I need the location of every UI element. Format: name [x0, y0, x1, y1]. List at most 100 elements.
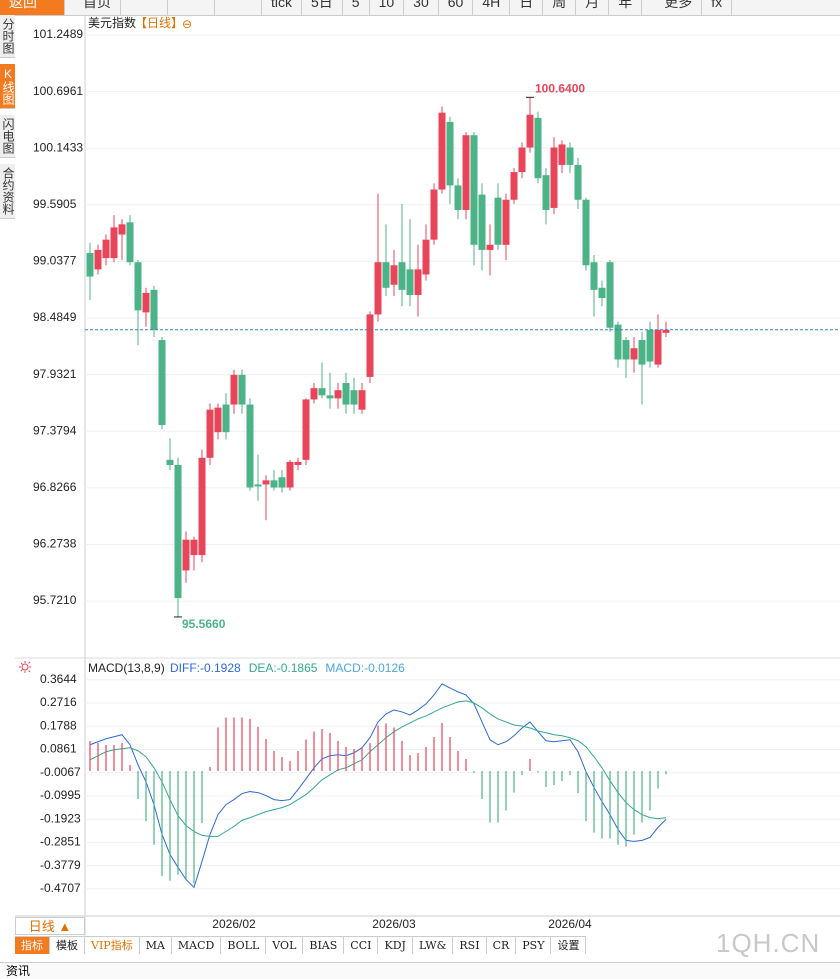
toggle-icon[interactable]: ⊖: [182, 17, 192, 31]
candle-body: [646, 329, 654, 362]
indicator-tab[interactable]: VOL: [266, 937, 304, 954]
y-tick-label: 100.1433: [33, 140, 83, 154]
candle-body: [374, 262, 382, 315]
candle-body: [150, 289, 158, 330]
candle-body: [222, 404, 230, 433]
indicator-tab[interactable]: BOLL: [221, 937, 267, 954]
side-tab[interactable]: K线图: [0, 64, 15, 109]
candle-body: [270, 480, 278, 488]
candle-body: [262, 480, 270, 485]
icon-button[interactable]: [121, 0, 168, 15]
candle-body: [366, 314, 374, 377]
candle-body: [478, 194, 486, 250]
candle-body: [254, 484, 262, 487]
indicator-tab[interactable]: CCI: [344, 937, 379, 954]
side-tab[interactable]: 分时图: [0, 15, 15, 58]
period-button[interactable]: 4H: [473, 0, 511, 15]
candle-body: [462, 135, 470, 210]
period-button[interactable]: 周: [543, 0, 577, 15]
candle-body: [662, 329, 670, 333]
candle-body: [246, 404, 254, 488]
indicator-tab[interactable]: LW&: [413, 937, 454, 954]
toolbar: 返回 首页 tick 5日 5 10 30 60 4H 日周月年更多 fx: [0, 0, 840, 16]
period-button[interactable]: 30: [404, 0, 439, 15]
candle-body: [318, 388, 326, 396]
period-button[interactable]: 年: [609, 0, 643, 15]
indicator-tab[interactable]: 模板: [50, 937, 85, 954]
macd-line: [89, 683, 667, 889]
indicator-tab[interactable]: 指标: [15, 937, 50, 954]
news-bar: 资讯: [0, 962, 840, 979]
indicator-tab[interactable]: RSI: [453, 937, 487, 954]
indicator-tab[interactable]: 设置: [551, 937, 587, 954]
side-tab[interactable]: 合约资料: [0, 164, 15, 219]
candle-body: [350, 390, 358, 405]
period-label[interactable]: 【日线】: [135, 16, 183, 30]
period-button[interactable]: 5: [343, 0, 370, 15]
icon-button[interactable]: [215, 0, 262, 15]
more-button[interactable]: 更多: [642, 0, 703, 15]
indicator-tab[interactable]: KDJ: [378, 937, 413, 954]
candle-body: [142, 292, 150, 313]
side-tab[interactable]: 闪电图: [0, 115, 15, 158]
candle-body: [438, 112, 446, 190]
y-tick-label: 99.0377: [33, 254, 77, 268]
y-tick-label: 101.2489: [33, 27, 83, 41]
period-button[interactable]: 月: [576, 0, 610, 15]
candle-body: [518, 147, 526, 173]
candle-body: [534, 117, 542, 179]
period-button[interactable]: 日线 ▲: [15, 917, 85, 935]
period-button[interactable]: 10: [370, 0, 405, 15]
legend-entry: MACD:-0.0126: [325, 661, 405, 675]
indicator-tab[interactable]: BIAS: [303, 937, 345, 954]
candle-body: [582, 199, 590, 266]
y-tick-label: -0.0995: [40, 788, 81, 802]
candle-body: [574, 164, 582, 200]
candle-body: [190, 539, 198, 556]
candle-body: [214, 407, 222, 433]
candle-body: [126, 222, 134, 263]
candle-body: [414, 269, 422, 295]
icon-button[interactable]: [168, 0, 215, 15]
candle-body: [134, 262, 142, 311]
y-tick-label: 97.9321: [33, 367, 77, 381]
period-button[interactable]: 日: [510, 0, 544, 15]
candle-body: [94, 249, 102, 270]
candle-body: [198, 457, 206, 556]
candle-body: [454, 185, 462, 210]
y-tick-label: -0.0067: [40, 765, 81, 779]
legend-entry: DEA:-0.1865: [249, 661, 318, 675]
candle-body: [446, 121, 454, 186]
indicator-tab[interactable]: CR: [487, 937, 517, 954]
settings-icon[interactable]: [19, 661, 31, 673]
indicator-tab[interactable]: VIP指标: [85, 937, 140, 954]
y-tick-label: -0.3779: [40, 858, 81, 872]
news-tab[interactable]: 资讯: [6, 964, 31, 978]
candle-body: [382, 262, 390, 288]
candle-body: [542, 175, 550, 210]
indicator-tab[interactable]: PSY: [516, 937, 552, 954]
y-tick-label: 0.3644: [40, 672, 77, 686]
candle-body: [470, 135, 478, 245]
home-button[interactable]: 首页: [65, 0, 121, 15]
period-button[interactable]: 60: [439, 0, 474, 15]
candle-body: [486, 244, 494, 250]
indicator-tab[interactable]: MA: [140, 937, 172, 954]
back-button[interactable]: 返回: [0, 0, 65, 15]
y-tick-label: 96.2738: [33, 537, 77, 551]
x-tick-label: 2026/03: [372, 917, 416, 931]
fx-button[interactable]: fx: [702, 0, 733, 15]
macd-title: MACD(13,8,9): [88, 661, 165, 675]
period-button[interactable]: 5日: [302, 0, 343, 15]
candle-body: [630, 348, 638, 360]
candle-body: [590, 262, 598, 290]
candle-body: [174, 464, 182, 599]
candle-body: [230, 374, 238, 405]
candle-body: [622, 340, 630, 360]
y-tick-label: 97.3794: [33, 423, 77, 437]
indicator-tab[interactable]: MACD: [172, 937, 222, 954]
period-button[interactable]: tick: [262, 0, 302, 15]
y-tick-label: 0.0861: [40, 742, 77, 756]
